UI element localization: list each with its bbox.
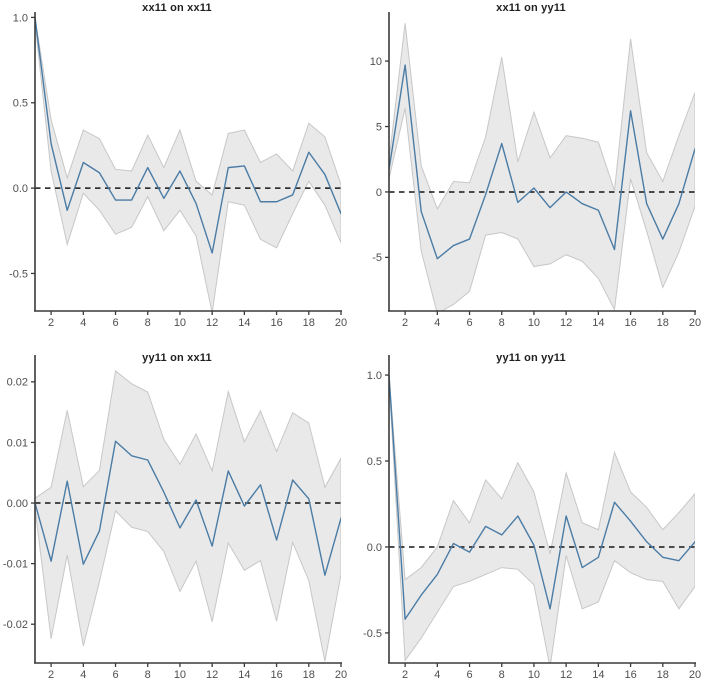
x-tick-label: 20 xyxy=(689,317,701,329)
panel-yy11-on-yy11: yy11 on yy11 1.0 0.5 0.0 -0.5 2 4 6 8 10 12 14 16 18… xyxy=(354,343,708,685)
y-tick-label: 0.0 xyxy=(13,183,28,195)
x-tick-label: 4 xyxy=(434,669,440,681)
x-tick-label: 8 xyxy=(145,669,151,681)
chart-yy11-on-yy11: 1.0 0.5 0.0 -0.5 2 4 6 8 10 12 14 16 18 20 xyxy=(363,355,701,681)
x-tick-label: 16 xyxy=(270,317,282,329)
x-tick-label: 6 xyxy=(112,669,118,681)
x-tick-label: 12 xyxy=(560,317,572,329)
chart-xx11-on-xx11: 1.0 0.5 0.0 -0.5 2 4 6 8 10 12 14 16 18 20 xyxy=(9,12,347,329)
confidence-band xyxy=(35,17,341,311)
x-tick-label: 8 xyxy=(499,669,505,681)
panel-title: xx11 on xx11 xyxy=(142,2,212,14)
x-tick-label: 20 xyxy=(335,669,347,681)
panel-xx11-on-xx11: xx11 on xx11 1.0 0.5 0.0 -0.5 2 4 6 8 10 12 14 16 18… xyxy=(0,0,354,343)
chart-yy11-on-xx11: 0.02 0.01 0.00 -0.01 -0.02 2 4 6 8 10 12 14 16 18 20 xyxy=(3,355,347,681)
x-tick-label: 2 xyxy=(402,669,408,681)
y-tick-label: 0.5 xyxy=(367,456,382,468)
y-tick-label: -5 xyxy=(372,252,382,264)
panel-yy11-on-xx11: yy11 on xx11 0.02 0.01 0.00 -0.01 -0.02 2 4 6 8 1… xyxy=(0,343,354,685)
y-tick-label: 0 xyxy=(376,187,382,199)
y-tick-label: 1.0 xyxy=(367,370,382,382)
panel-title: xx11 on yy11 xyxy=(496,2,566,14)
x-tick-label: 18 xyxy=(657,669,669,681)
y-tick-label: -0.02 xyxy=(3,619,28,631)
irf-line xyxy=(389,374,695,620)
chart-xx11-on-yy11: 10 5 0 -5 2 4 6 8 10 12 14 16 18 20 xyxy=(370,12,701,329)
y-tick-label: -0.5 xyxy=(9,268,28,280)
x-tick-label: 14 xyxy=(238,669,250,681)
x-tick-label: 10 xyxy=(528,669,540,681)
x-tick-label: 20 xyxy=(689,669,701,681)
x-tick-label: 2 xyxy=(48,669,54,681)
x-tick-label: 12 xyxy=(206,669,218,681)
y-tick-label: -0.5 xyxy=(363,628,382,640)
panel-title: yy11 on yy11 xyxy=(496,352,566,364)
x-tick-label: 4 xyxy=(80,317,86,329)
y-tick-label: -0.01 xyxy=(3,558,28,570)
x-tick-label: 10 xyxy=(174,317,186,329)
x-tick-label: 14 xyxy=(592,669,604,681)
irf-line xyxy=(35,440,341,576)
x-tick-label: 18 xyxy=(303,317,315,329)
x-tick-label: 4 xyxy=(434,317,440,329)
confidence-band xyxy=(389,23,695,311)
panel-title: yy11 on xx11 xyxy=(142,352,212,364)
y-tick-label: 0.5 xyxy=(13,98,28,110)
y-tick-label: 0.01 xyxy=(7,437,28,449)
x-tick-label: 16 xyxy=(624,317,636,329)
y-tick-label: 0.00 xyxy=(7,498,28,510)
confidence-band xyxy=(35,370,341,662)
x-tick-label: 16 xyxy=(270,669,282,681)
x-tick-label: 14 xyxy=(592,317,604,329)
x-tick-label: 18 xyxy=(657,317,669,329)
x-tick-label: 10 xyxy=(528,317,540,329)
confidence-band xyxy=(389,375,695,663)
x-tick-label: 12 xyxy=(560,669,572,681)
x-tick-label: 18 xyxy=(303,669,315,681)
x-tick-label: 16 xyxy=(624,669,636,681)
irf-line xyxy=(389,64,695,260)
y-tick-label: 0.02 xyxy=(7,377,28,389)
y-tick-label: 5 xyxy=(376,121,382,133)
x-tick-label: 2 xyxy=(48,317,54,329)
x-tick-label: 8 xyxy=(145,317,151,329)
x-tick-label: 6 xyxy=(466,669,472,681)
x-tick-label: 14 xyxy=(238,317,250,329)
x-tick-label: 12 xyxy=(206,317,218,329)
x-tick-label: 20 xyxy=(335,317,347,329)
x-tick-label: 2 xyxy=(402,317,408,329)
x-tick-label: 6 xyxy=(466,317,472,329)
panel-xx11-on-yy11: xx11 on yy11 10 5 0 -5 2 4 6 8 10 12 14 16 18 20 xyxy=(354,0,708,343)
y-tick-label: 1.0 xyxy=(13,12,28,24)
y-tick-label: 10 xyxy=(370,56,382,68)
x-tick-label: 10 xyxy=(174,669,186,681)
irf-line xyxy=(35,16,341,254)
y-tick-label: 0.0 xyxy=(367,542,382,554)
x-tick-label: 4 xyxy=(80,669,86,681)
x-tick-label: 6 xyxy=(112,317,118,329)
x-tick-label: 8 xyxy=(499,317,505,329)
